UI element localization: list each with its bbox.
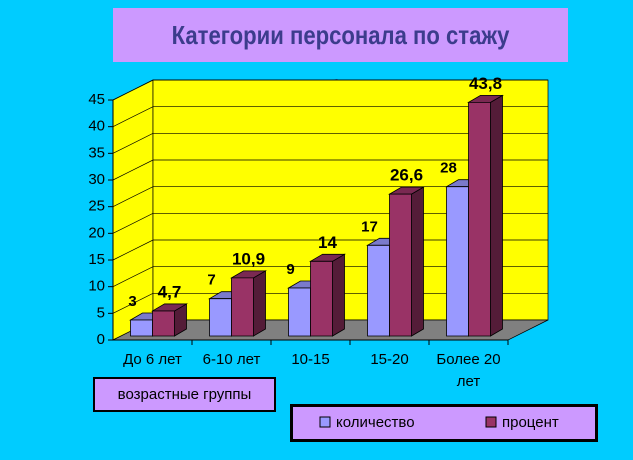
grid-line [112,106,548,127]
bar-side [411,186,424,337]
title-box: Категории персонала по стажу работы [113,8,568,104]
grid-line [112,132,548,154]
bar-front [288,287,311,337]
bar [467,94,504,337]
x-label-box: возрастные группы [93,377,276,412]
data-label: 14 [318,233,337,252]
bar-front [468,102,491,337]
data-label: 3 [128,293,136,310]
grid-line [112,186,548,207]
data-label: 7 [207,272,215,289]
x-tick-label: 10-15 [291,351,330,368]
y-tick-label: 35 [88,144,105,161]
bar [230,270,267,337]
bar-front [389,193,412,337]
y-tick-label: 5 [97,304,105,321]
x-tick-label: 15-20 [370,351,409,368]
y-tick-label: 15 [88,251,105,268]
grid-line [112,159,548,181]
y-tick-label: 40 [88,118,105,135]
data-label: 26,6 [390,166,423,185]
bar-front [130,319,153,337]
bar-front [446,186,469,337]
bar-front [367,244,390,337]
legend-swatch [485,416,497,428]
data-label: 10,9 [232,249,265,268]
y-tick-label: 10 [88,278,105,295]
bar-front [310,260,333,337]
bar [309,253,346,337]
y-tick-label: 30 [88,171,105,188]
bar-front [209,298,232,337]
x-tick-label: 6-10 лет [202,351,261,368]
bar-front [231,277,254,337]
legend [290,404,598,442]
data-label: 9 [286,261,294,278]
data-label: 17 [361,218,378,235]
y-tick-label: 25 [88,198,105,215]
legend-label: процент [502,414,559,431]
bar [151,303,188,337]
legend-swatch [319,416,331,428]
x-tick-label: До 6 лет [123,351,182,368]
bar-front [152,310,175,337]
data-label: 28 [440,160,457,177]
legend-label: количество [336,414,415,431]
y-tick-label: 45 [88,91,105,108]
bar-side [332,253,345,337]
bar-side [253,270,266,337]
x-tick-label: Более 20 лет [436,351,501,390]
y-tick-label: 0 [97,331,105,348]
bar [388,186,425,337]
x-axis-label: возрастные группы [117,386,252,403]
grid-line [112,79,548,101]
y-tick-label: 20 [88,224,105,241]
data-label: 43,8 [469,74,502,93]
bar-side [490,94,503,337]
data-label: 4,7 [158,282,182,301]
